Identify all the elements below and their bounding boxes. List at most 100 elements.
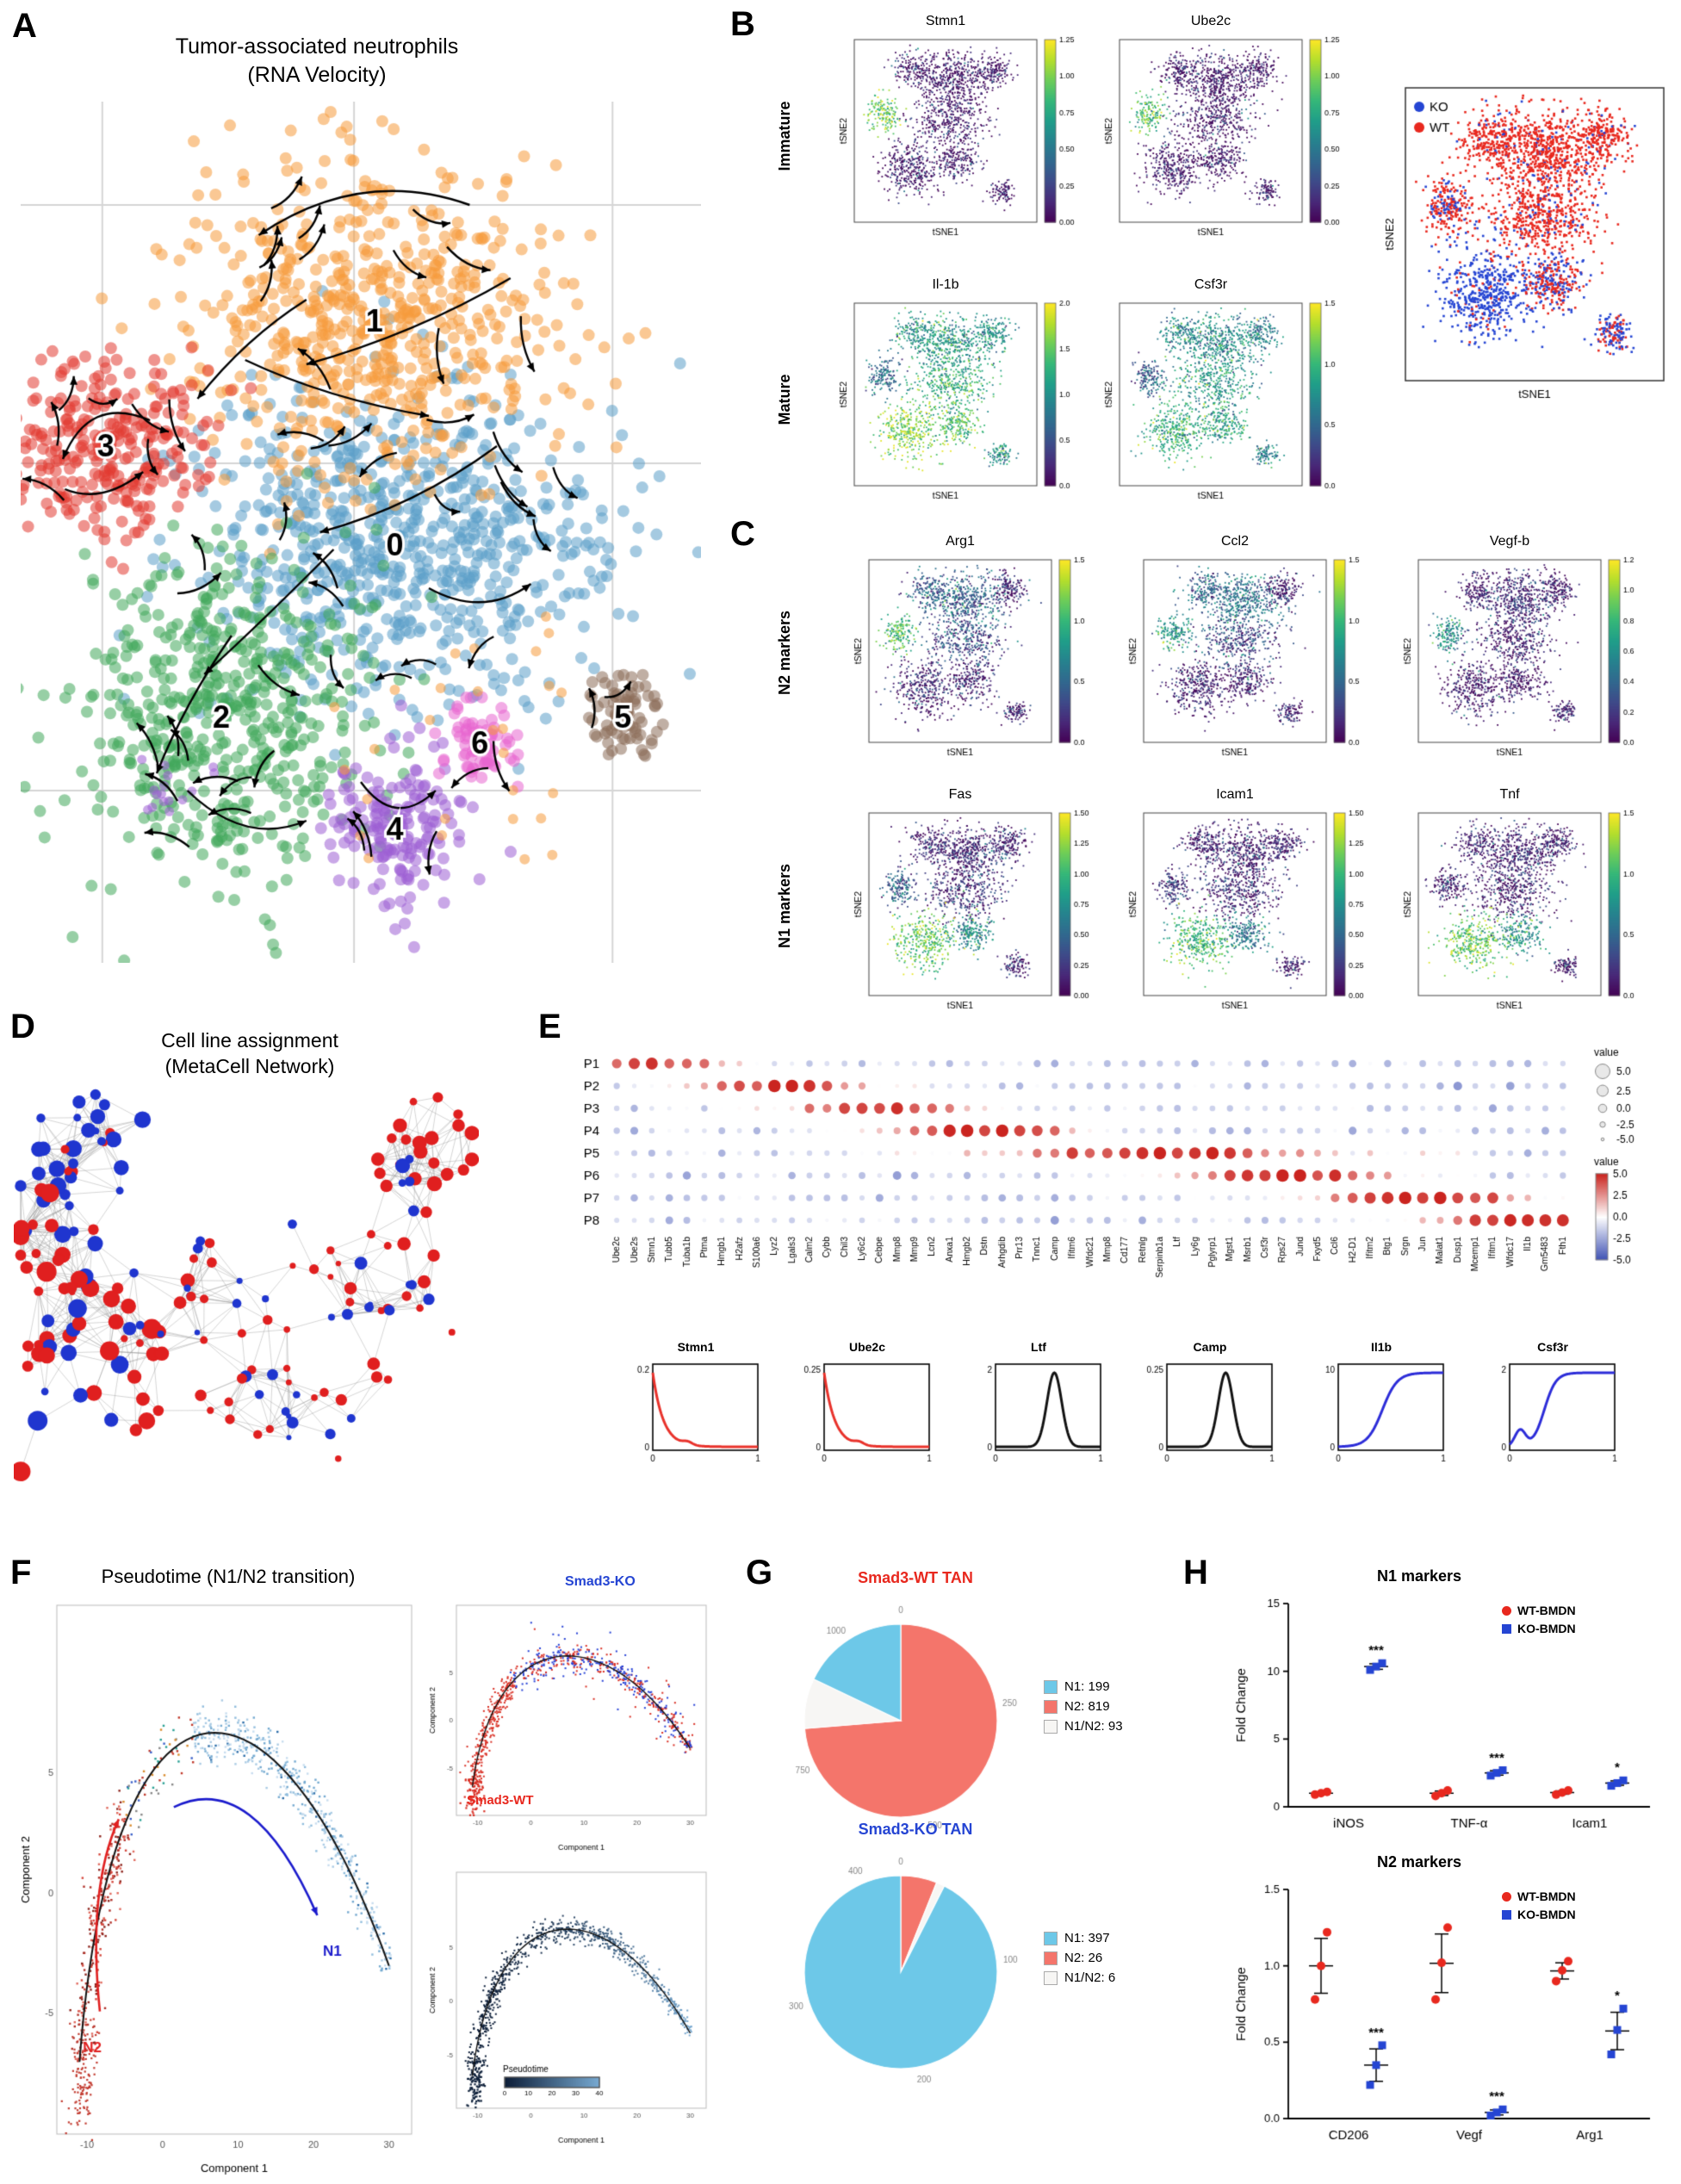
- feature-plot-tnf: Tnf: [1389, 787, 1647, 1039]
- n1n2-color-swatch: [1044, 1719, 1058, 1734]
- mini-title-ube2c: Ube2c: [848, 1340, 886, 1354]
- expression-curve-camp: [1141, 1359, 1279, 1476]
- expression-curve-csf3r: [1484, 1359, 1622, 1476]
- feature-plot-csf3r: Csf3r: [1090, 277, 1349, 529]
- wt-pie-legend: N1: 199 N2: 819 N1/N2: 93: [1044, 1679, 1123, 1739]
- legend-label-n1: N1: 397: [1064, 1931, 1110, 1945]
- ko-pie-title: Smad3-KO TAN: [858, 1821, 973, 1838]
- feature-plot-stmn1: Stmn1: [825, 14, 1083, 265]
- legend-item-n1: N1: 199: [1044, 1679, 1123, 1694]
- panel-label-c: C: [730, 515, 755, 553]
- ko-pie-legend: N1: 397 N2: 26 N1/N2: 6: [1044, 1931, 1115, 1990]
- mini-title-camp: Camp: [1193, 1340, 1227, 1354]
- wt-bmdn-marker: [1502, 1605, 1511, 1616]
- panel-label-b: B: [730, 5, 755, 43]
- ko-bmdn-label: KO-BMDN: [1517, 1908, 1576, 1921]
- gene-title-ube2c: Ube2c: [1190, 14, 1231, 28]
- metacell-network-plot: [14, 1083, 479, 1505]
- panel-d-title-line2: (MetaCell Network): [164, 1054, 335, 1077]
- gene-title-arg1: Arg1: [946, 534, 975, 549]
- feature-plot-arg1: Arg1: [840, 534, 1098, 785]
- panel-a-title-line1: Tumor-associated neutrophils: [175, 34, 459, 59]
- pseudotime-main-plot: [17, 1595, 422, 2181]
- tsne-feature-canvas-arg1: [840, 555, 1098, 785]
- legend-item-n2: N2: 819: [1044, 1699, 1123, 1714]
- row-label-immature: Immature: [776, 101, 793, 171]
- n2-markers-legend: WT-BMDN KO-BMDN: [1502, 1889, 1576, 1926]
- smad3-wt-label: Smad3-WT: [467, 1793, 534, 1808]
- gene-title-fas: Fas: [948, 787, 972, 802]
- ko-bmdn-marker: [1502, 1623, 1511, 1634]
- n1-color-swatch: [1044, 1931, 1058, 1945]
- panel-label-g: G: [746, 1554, 773, 1591]
- legend-item-wt: WT-BMDN: [1502, 1889, 1576, 1903]
- panel-d-title: Cell line assignment (MetaCell Network): [34, 1028, 465, 1080]
- tsne-feature-canvas-fas: [840, 808, 1098, 1039]
- legend-item-n1: N1: 397: [1044, 1931, 1115, 1945]
- feature-plot-il1b: Il-1b: [825, 277, 1083, 529]
- n1-markers-dot-chart: [1223, 1590, 1662, 1848]
- row-label-n2-markers: N2 markers: [776, 610, 793, 696]
- n1-markers-legend: WT-BMDN KO-BMDN: [1502, 1604, 1576, 1640]
- panel-label-d: D: [10, 1008, 35, 1045]
- wt-pie-title: Smad3-WT TAN: [858, 1569, 973, 1586]
- rna-velocity-tsne-plot: [21, 102, 701, 963]
- mini-plot-stmn1: Stmn1: [627, 1340, 765, 1476]
- panel-label-e: E: [538, 1008, 561, 1045]
- feature-plot-ube2c: Ube2c: [1090, 14, 1349, 265]
- wt-tan-pie-chart: [763, 1591, 1039, 1850]
- feature-plot-icam1: Icam1: [1114, 787, 1373, 1039]
- tsne-feature-canvas-icam1: [1114, 808, 1373, 1039]
- mini-title-il1b: Il1b: [1370, 1340, 1393, 1354]
- wt-bmdn-marker: [1502, 1891, 1511, 1902]
- feature-plot-vegfb: Vegf-b: [1389, 534, 1647, 785]
- gene-title-tnf: Tnf: [1499, 787, 1520, 802]
- panel-label-a: A: [12, 7, 37, 45]
- ko-bmdn-marker: [1502, 1909, 1511, 1920]
- expression-curve-ube2c: [798, 1359, 936, 1476]
- legend-item-ko: KO-BMDN: [1502, 1908, 1576, 1921]
- legend-item-wt: WT-BMDN: [1502, 1604, 1576, 1617]
- n2-markers-chart-title: N2 markers: [1376, 1853, 1462, 1871]
- mini-plot-csf3r: Csf3r: [1484, 1340, 1622, 1476]
- pseudotime-gradient-plot: [427, 1862, 716, 2146]
- gene-title-icam1: Icam1: [1216, 787, 1254, 802]
- n1-markers-chart-title: N1 markers: [1376, 1567, 1462, 1585]
- legend-item-n1n2: N1/N2: 6: [1044, 1970, 1115, 1985]
- expression-curve-stmn1: [627, 1359, 765, 1476]
- tsne-feature-canvas-ube2c: [1090, 34, 1349, 265]
- n2-color-swatch: [1044, 1951, 1058, 1965]
- mini-plot-ube2c: Ube2c: [798, 1340, 936, 1476]
- n1-color-swatch: [1044, 1679, 1058, 1694]
- wt-bmdn-label: WT-BMDN: [1517, 1604, 1576, 1617]
- ko-bmdn-label: KO-BMDN: [1517, 1622, 1576, 1635]
- mini-plot-camp: Camp: [1141, 1340, 1279, 1476]
- legend-item-ko: KO-BMDN: [1502, 1622, 1576, 1635]
- expression-curve-il1b: [1312, 1359, 1450, 1476]
- legend-label-n1n2: N1/N2: 6: [1064, 1970, 1116, 1985]
- ko-wt-tsne-plot: [1366, 76, 1676, 437]
- gene-title-vegfb: Vegf-b: [1489, 534, 1530, 549]
- panel-label-f: F: [10, 1554, 32, 1591]
- n2-markers-dot-chart: [1223, 1876, 1662, 2160]
- legend-label-n1n2: N1/N2: 93: [1064, 1719, 1123, 1734]
- n2-color-swatch: [1044, 1699, 1058, 1714]
- tsne-feature-canvas-stmn1: [825, 34, 1083, 265]
- feature-plot-ccl2: Ccl2: [1114, 534, 1373, 785]
- dotplot-heatmap: [560, 1042, 1580, 1326]
- ko-tan-pie-chart: [763, 1843, 1039, 2101]
- mini-title-ltf: Ltf: [1031, 1340, 1046, 1354]
- feature-plot-fas: Fas: [840, 787, 1098, 1039]
- tsne-feature-canvas-tnf: [1389, 808, 1647, 1039]
- gene-title-ccl2: Ccl2: [1220, 534, 1249, 549]
- tsne-feature-canvas-vegfb: [1389, 555, 1647, 785]
- legend-label-n2: N2: 819: [1064, 1699, 1110, 1714]
- wt-bmdn-label: WT-BMDN: [1517, 1889, 1576, 1903]
- panel-d-title-line1: Cell line assignment: [161, 1029, 338, 1052]
- tsne-feature-canvas-ccl2: [1114, 555, 1373, 785]
- legend-label-n1: N1: 199: [1064, 1679, 1110, 1694]
- gene-title-csf3r: Csf3r: [1194, 277, 1228, 292]
- panel-f-title: Pseudotime (N1/N2 transition): [101, 1566, 356, 1587]
- legend-item-n1n2: N1/N2: 93: [1044, 1719, 1123, 1734]
